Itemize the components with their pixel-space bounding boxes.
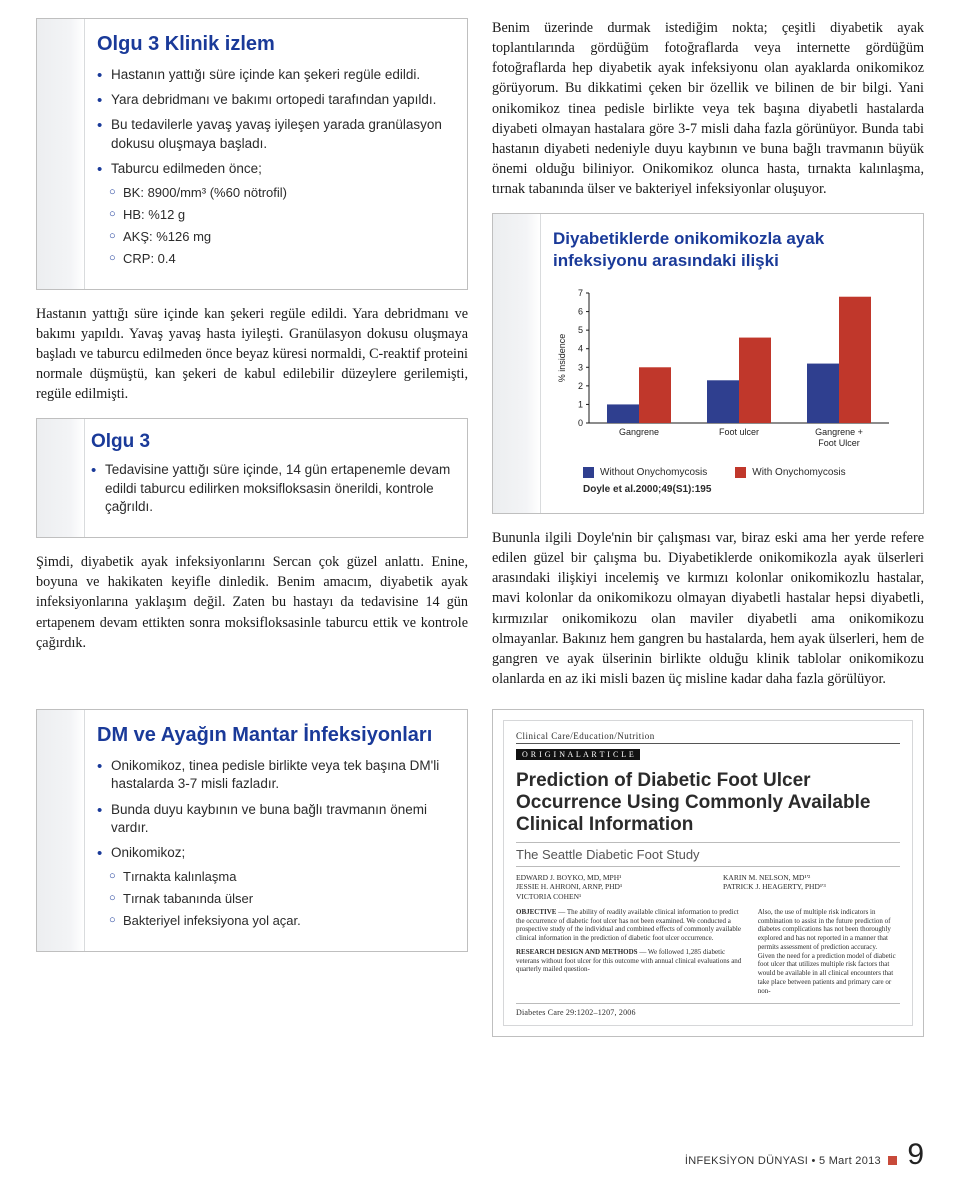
paper-source: Diabetes Care 29:1202–1207, 2006: [516, 1003, 900, 1017]
svg-text:3: 3: [578, 362, 583, 372]
paper-abstract-right: Also, the use of multiple risk indicator…: [758, 908, 900, 996]
paper-authors: EDWARD J. BOYKO, MD, MPH¹ JESSIE H. AHRO…: [516, 873, 900, 902]
svg-text:5: 5: [578, 325, 583, 335]
paper-authors-left: EDWARD J. BOYKO, MD, MPH¹ JESSIE H. AHRO…: [516, 873, 693, 902]
chart-citation: Doyle et al.2000;49(S1):195: [583, 484, 905, 495]
list-subitem: HB: %12 g: [97, 207, 451, 224]
list-subitem: BK: 8900/mm³ (%60 nötrofil): [97, 185, 451, 202]
list-item: Yara debridmanı ve bakımı ortopedi taraf…: [97, 91, 451, 109]
list-item: Onikomikoz, tinea pedisle birlikte veya …: [97, 757, 451, 793]
svg-text:% insidence: % insidence: [557, 334, 567, 383]
slide2-title: Olgu 3: [91, 431, 453, 453]
chart-title: Diyabetiklerde onikomikozla ayak infeksi…: [553, 228, 907, 271]
paper-authors-right: KARIN M. NELSON, MD¹'² PATRICK J. HEAGER…: [723, 873, 900, 902]
legend-swatch: [583, 467, 594, 478]
slide-chart: Diyabetiklerde onikomikozla ayak infeksi…: [492, 213, 924, 514]
slide-dm-title: DM ve Ayağın Mantar İnfeksiyonları: [97, 724, 451, 747]
slide-dm-list: Onikomikoz, tinea pedisle birlikte veya …: [97, 757, 451, 930]
page-footer: İNFEKSİYON DÜNYASI • 5 Mart 2013 9: [685, 1138, 924, 1172]
footer-text: İNFEKSİYON DÜNYASI • 5 Mart 2013: [685, 1155, 897, 1167]
legend-label: Without Onychomycosis: [600, 467, 707, 478]
paper-methods-label: RESEARCH DESIGN AND METHODS: [516, 948, 638, 956]
svg-text:6: 6: [578, 306, 583, 316]
paragraph-right-top: Benim üzerinde durmak istediğim nokta; ç…: [492, 18, 924, 199]
slide1-title: Olgu 3 Klinik izlem: [97, 33, 451, 56]
list-item: Tedavisine yattığı süre içinde, 14 gün e…: [91, 461, 453, 516]
footer-label: İNFEKSİYON DÜNYASI • 5 Mart 2013: [685, 1155, 881, 1167]
list-item: Bunda duyu kaybının ve buna bağlı travma…: [97, 801, 451, 837]
svg-text:Foot Ulcer: Foot Ulcer: [818, 438, 860, 448]
paper-subtitle: The Seattle Diabetic Foot Study: [516, 842, 900, 867]
chart-legend: Without Onychomycosis With Onychomycosis: [583, 467, 905, 478]
legend-item: Without Onychomycosis: [583, 467, 707, 478]
svg-text:7: 7: [578, 288, 583, 298]
svg-text:2: 2: [578, 381, 583, 391]
legend-item: With Onychomycosis: [735, 467, 845, 478]
list-subitem: CRP: 0.4: [97, 251, 451, 268]
svg-text:4: 4: [578, 344, 583, 354]
paper-clip: Clinical Care/Education/Nutrition O R I …: [503, 720, 913, 1026]
svg-text:Gangrene: Gangrene: [619, 427, 659, 437]
slide2-list: Tedavisine yattığı süre içinde, 14 gün e…: [91, 461, 453, 516]
paper-article-type: O R I G I N A L A R T I C L E: [516, 749, 640, 760]
paper-abstract-left: OBJECTIVE — The ability of readily avail…: [516, 908, 744, 996]
slide-paper-clip: Clinical Care/Education/Nutrition O R I …: [492, 709, 924, 1037]
paper-title: Prediction of Diabetic Foot Ulcer Occurr…: [516, 770, 900, 836]
chart-area: 0 1 2 3 4 5 6 7 % insidence Gangrene Foot ulcer Gan…: [553, 281, 907, 497]
slide-olgu3-klinik: Olgu 3 Klinik izlem Hastanın yattığı sür…: [36, 18, 468, 290]
legend-label: With Onychomycosis: [752, 467, 845, 478]
paper-section: Clinical Care/Education/Nutrition: [516, 731, 900, 744]
paper-objective-label: OBJECTIVE: [516, 908, 556, 916]
list-item: Hastanın yattığı süre içinde kan şekeri …: [97, 66, 451, 84]
list-subitem: Tırnak tabanında ülser: [97, 891, 451, 908]
bar-chart: 0 1 2 3 4 5 6 7 % insidence Gangrene Foot ulcer Gan…: [555, 287, 895, 457]
paragraph-left-1: Hastanın yattığı süre içinde kan şekeri …: [36, 304, 468, 405]
svg-text:Gangrene +: Gangrene +: [815, 427, 863, 437]
paragraph-right-mid: Bununla ilgili Doyle'nin bir çalışması v…: [492, 528, 924, 689]
slide-olgu3: Olgu 3 Tedavisine yattığı süre içinde, 1…: [36, 418, 468, 538]
svg-text:Foot ulcer: Foot ulcer: [719, 427, 759, 437]
footer-accent-square: [888, 1156, 897, 1165]
list-item: Onikomikoz;: [97, 844, 451, 862]
slide-dm-mantar: DM ve Ayağın Mantar İnfeksiyonları Oniko…: [36, 709, 468, 952]
legend-swatch: [735, 467, 746, 478]
page-number: 9: [907, 1138, 924, 1172]
svg-text:1: 1: [578, 399, 583, 409]
slide1-list: Hastanın yattığı süre içinde kan şekeri …: [97, 66, 451, 268]
list-subitem: Bakteriyel infeksiyona yol açar.: [97, 913, 451, 930]
list-subitem: Tırnakta kalınlaşma: [97, 869, 451, 886]
list-item: Bu tedavilerle yavaş yavaş iyileşen yara…: [97, 116, 451, 152]
paragraph-left-2: Şimdi, diyabetik ayak infeksiyonlarını S…: [36, 552, 468, 653]
svg-text:0: 0: [578, 418, 583, 428]
paper-abstract-cols: OBJECTIVE — The ability of readily avail…: [516, 908, 900, 996]
list-subitem: AKŞ: %126 mg: [97, 229, 451, 246]
list-item: Taburcu edilmeden önce;: [97, 160, 451, 178]
